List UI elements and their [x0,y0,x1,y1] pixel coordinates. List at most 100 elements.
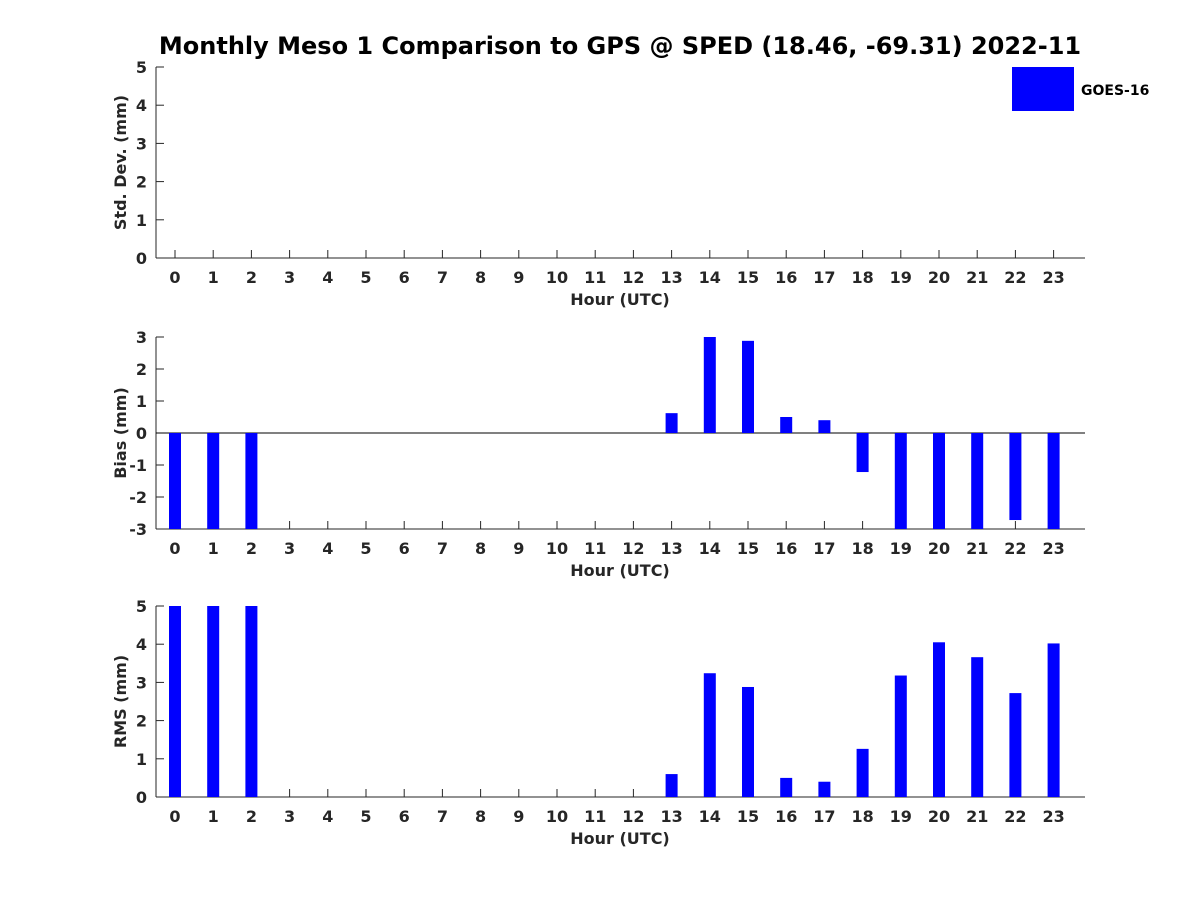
rms-bar [245,606,258,797]
bias-x-tick-label: 3 [284,539,295,558]
stddev-x-tick-label: 4 [322,268,333,287]
rms-x-tick-label: 16 [775,807,797,826]
rms-x-tick-label: 3 [284,807,295,826]
stddev-y-tick-label: 1 [136,211,147,230]
rms-x-tick-label: 6 [399,807,410,826]
rms-x-tick-label: 5 [360,807,371,826]
bias-bar [971,433,984,529]
bias-bar [933,433,945,529]
stddev-x-tick-label: 3 [284,268,295,287]
stddev-x-tick-label: 23 [1042,268,1064,287]
rms-x-tick-label: 20 [928,807,950,826]
bias-x-tick-label: 23 [1042,539,1064,558]
bias-x-tick-label: 9 [513,539,524,558]
rms-x-label: Hour (UTC) [570,829,670,848]
rms-y-tick-label: 3 [136,673,147,692]
rms-x-tick-label: 23 [1042,807,1064,826]
stddev-x-tick-label: 15 [737,268,759,287]
rms-y-tick-label: 2 [136,712,147,731]
bias-bar [703,337,716,433]
bias-bar [665,413,678,433]
rms-bar [780,777,793,797]
bias-x-tick-label: 10 [546,539,568,558]
bias-x-tick-label: 12 [622,539,644,558]
bias-bar [894,433,907,529]
stddev-x-tick-label: 10 [546,268,568,287]
bias-y-tick-label: -2 [129,488,147,507]
rms-x-tick-label: 8 [475,807,486,826]
bias-x-tick-label: 13 [660,539,682,558]
rms-bar [818,781,831,797]
rms-bar [169,606,181,797]
bias-x-tick-label: 6 [399,539,410,558]
stddev-x-tick-label: 9 [513,268,524,287]
rms-bar [933,642,945,797]
bias-y-tick-label: 2 [136,360,147,379]
bias-y-tick-label: 0 [136,424,147,443]
rms-bar [665,774,678,797]
bias-y-tick-label: 3 [136,328,147,347]
rms-y-tick-label: 0 [136,788,147,807]
bias-x-tick-label: 14 [699,539,721,558]
rms-x-tick-label: 2 [246,807,257,826]
stddev-x-tick-label: 13 [660,268,682,287]
bias-x-tick-label: 1 [208,539,219,558]
bias-x-tick-label: 7 [437,539,448,558]
bias-y-tick-label: -3 [129,520,147,539]
rms-x-tick-label: 12 [622,807,644,826]
stddev-x-tick-label: 16 [775,268,797,287]
stddev-x-tick-label: 17 [813,268,835,287]
stddev-x-tick-label: 21 [966,268,988,287]
bias-x-tick-label: 0 [169,539,180,558]
bias-x-tick-label: 17 [813,539,835,558]
rms-x-tick-label: 4 [322,807,333,826]
rms-x-tick-label: 9 [513,807,524,826]
bias-bar [1047,433,1060,529]
rms-y-label: RMS (mm) [111,655,130,748]
stddev-x-tick-label: 18 [851,268,873,287]
stddev-x-tick-label: 6 [399,268,410,287]
stddev-x-label: Hour (UTC) [570,290,670,309]
bias-x-tick-label: 16 [775,539,797,558]
stddev-x-tick-label: 12 [622,268,644,287]
rms-y-tick-label: 5 [136,597,147,616]
bias-y-tick-label: 1 [136,392,147,411]
rms-bar [742,686,754,797]
rms-y-tick-label: 1 [136,750,147,769]
rms-x-tick-label: 13 [660,807,682,826]
bias-bar [742,340,754,433]
legend: GOES-16 [1012,67,1149,111]
stddev-y-label: Std. Dev. (mm) [111,95,130,230]
rms-bar [856,748,869,797]
stddev-x-tick-label: 1 [208,268,219,287]
rms-x-tick-label: 11 [584,807,606,826]
bias-x-tick-label: 2 [246,539,257,558]
bias-bar [245,433,258,529]
rms-bar [1047,643,1060,797]
rms-bar [207,606,220,797]
bias-x-tick-label: 11 [584,539,606,558]
rms-x-tick-label: 7 [437,807,448,826]
legend-label: GOES-16 [1081,83,1149,99]
stddev-y-tick-label: 3 [136,134,147,153]
rms-x-tick-label: 15 [737,807,759,826]
bias-x-tick-label: 21 [966,539,988,558]
stddev-x-tick-label: 8 [475,268,486,287]
bias-x-label: Hour (UTC) [570,561,670,580]
stddev-y-tick-label: 0 [136,249,147,268]
bias-x-tick-label: 8 [475,539,486,558]
rms-x-tick-label: 17 [813,807,835,826]
bias-x-tick-label: 15 [737,539,759,558]
stddev-x-tick-label: 0 [169,268,180,287]
stddev-x-tick-label: 19 [890,268,912,287]
rms-bar [971,657,984,797]
legend-swatch [1012,67,1074,111]
bias-x-tick-label: 5 [360,539,371,558]
rms-x-tick-label: 0 [169,807,180,826]
rms-bar [1009,693,1022,797]
rms-x-tick-label: 21 [966,807,988,826]
bias-x-tick-label: 4 [322,539,333,558]
stddev-y-tick-label: 2 [136,173,147,192]
